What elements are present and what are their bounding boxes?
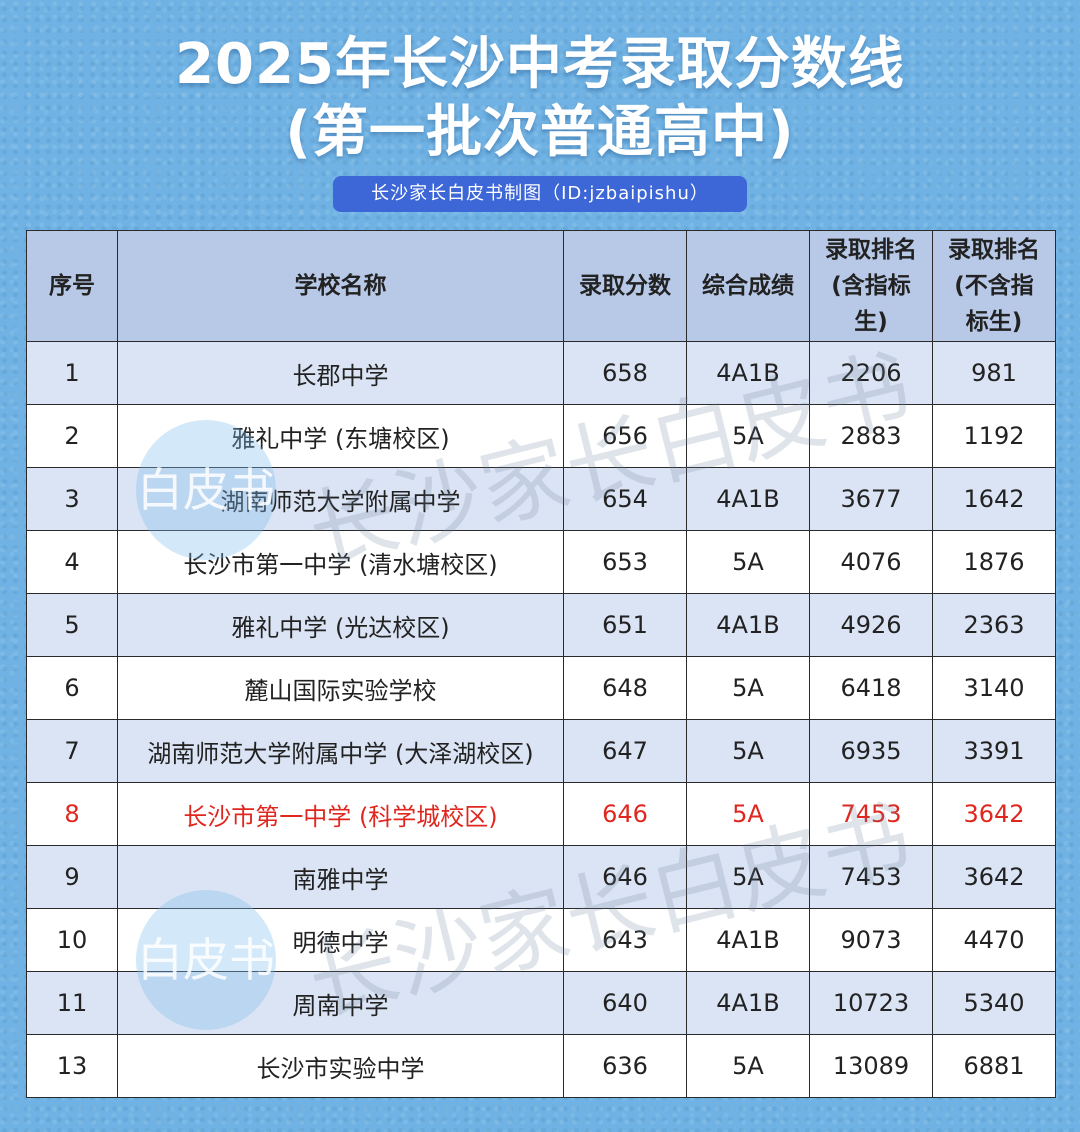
table-cell: 3140 <box>932 656 1056 720</box>
table-cell: 648 <box>563 656 687 720</box>
table-cell: 8 <box>26 782 118 846</box>
table-cell: 658 <box>563 341 687 405</box>
page-subtitle-heading: (第一批次普通高中) <box>285 100 795 165</box>
table-cell: 7453 <box>809 782 933 846</box>
table-cell: 长沙市第一中学 (清水塘校区) <box>117 530 564 594</box>
table-row: 4 长沙市第一中学 (清水塘校区) 653 5A 4076 1876 <box>26 530 1056 594</box>
table-cell: 651 <box>563 593 687 657</box>
table-cell: 雅礼中学 (光达校区) <box>117 593 564 657</box>
column-header: 综合成绩 <box>686 230 810 342</box>
table-cell: 9 <box>26 845 118 909</box>
table-cell: 3642 <box>932 782 1056 846</box>
table-cell: 湖南师范大学附属中学 <box>117 467 564 531</box>
table-cell: 5A <box>686 1034 810 1098</box>
table-cell: 4A1B <box>686 593 810 657</box>
table-cell: 640 <box>563 971 687 1035</box>
table-cell: 4A1B <box>686 341 810 405</box>
table-cell: 5A <box>686 530 810 594</box>
table-row: 5 雅礼中学 (光达校区) 651 4A1B 4926 2363 <box>26 593 1056 657</box>
table-row: 6 麓山国际实验学校 648 5A 6418 3140 <box>26 656 1056 720</box>
table-cell: 2883 <box>809 404 933 468</box>
table-cell: 5340 <box>932 971 1056 1035</box>
table-cell: 11 <box>26 971 118 1035</box>
page-title: 2025年长沙中考录取分数线 <box>175 32 905 97</box>
table-cell: 10 <box>26 908 118 972</box>
table-row: 9 南雅中学 646 5A 7453 3642 <box>26 845 1056 909</box>
table-cell: 4 <box>26 530 118 594</box>
table-row: 3 湖南师范大学附属中学 654 4A1B 3677 1642 <box>26 467 1056 531</box>
table-cell: 4A1B <box>686 467 810 531</box>
table-cell: 7 <box>26 719 118 783</box>
table-cell: 7453 <box>809 845 933 909</box>
table-cell: 4076 <box>809 530 933 594</box>
table-cell: 6935 <box>809 719 933 783</box>
table-cell: 5 <box>26 593 118 657</box>
table-cell: 653 <box>563 530 687 594</box>
table-cell: 3 <box>26 467 118 531</box>
table-row: 8 长沙市第一中学 (科学城校区) 646 5A 7453 3642 <box>26 782 1056 846</box>
table-row: 11 周南中学 640 4A1B 10723 5340 <box>26 971 1056 1035</box>
table-row: 7 湖南师范大学附属中学 (大泽湖校区) 647 5A 6935 3391 <box>26 719 1056 783</box>
table-cell: 雅礼中学 (东塘校区) <box>117 404 564 468</box>
table-cell: 636 <box>563 1034 687 1098</box>
table-cell: 646 <box>563 782 687 846</box>
table-body: 1 长郡中学 658 4A1B 2206 981 2 雅礼中学 (东塘校区) 656 5A 2883… <box>26 341 1056 1098</box>
table-cell: 2363 <box>932 593 1056 657</box>
table-row: 2 雅礼中学 (东塘校区) 656 5A 2883 1192 <box>26 404 1056 468</box>
table-cell: 654 <box>563 467 687 531</box>
table-cell: 1192 <box>932 404 1056 468</box>
table-cell: 2 <box>26 404 118 468</box>
table-cell: 1 <box>26 341 118 405</box>
table-cell: 5A <box>686 782 810 846</box>
column-header: 学校名称 <box>117 230 564 342</box>
table-cell: 4926 <box>809 593 933 657</box>
table-cell: 3642 <box>932 845 1056 909</box>
table-header-row: 序号 学校名称 录取分数 综合成绩 录取排名 (含指标 生) 录取排名 (不含指 标生) <box>26 230 1056 342</box>
table-cell: 647 <box>563 719 687 783</box>
table-cell: 646 <box>563 845 687 909</box>
table-cell: 9073 <box>809 908 933 972</box>
credit-badge: 长沙家长白皮书制图（ID:jzbaipishu） <box>333 176 747 212</box>
table-row: 1 长郡中学 658 4A1B 2206 981 <box>26 341 1056 405</box>
table-cell: 麓山国际实验学校 <box>117 656 564 720</box>
table-row: 13 长沙市实验中学 636 5A 13089 6881 <box>26 1034 1056 1098</box>
table-cell: 6881 <box>932 1034 1056 1098</box>
admission-score-table: 序号 学校名称 录取分数 综合成绩 录取排名 (含指标 生) 录取排名 (不含指 标生) 1 长郡中… <box>26 230 1056 1098</box>
table-cell: 13 <box>26 1034 118 1098</box>
table-row: 10 明德中学 643 4A1B 9073 4470 <box>26 908 1056 972</box>
table-cell: 长沙市第一中学 (科学城校区) <box>117 782 564 846</box>
table-cell: 13089 <box>809 1034 933 1098</box>
table-cell: 5A <box>686 719 810 783</box>
table-cell: 3677 <box>809 467 933 531</box>
column-header: 录取排名 (不含指 标生) <box>932 230 1056 342</box>
column-header: 录取排名 (含指标 生) <box>809 230 933 342</box>
table-cell: 4A1B <box>686 908 810 972</box>
table-cell: 5A <box>686 845 810 909</box>
table-cell: 长沙市实验中学 <box>117 1034 564 1098</box>
table-cell: 981 <box>932 341 1056 405</box>
table-cell: 南雅中学 <box>117 845 564 909</box>
table-cell: 5A <box>686 404 810 468</box>
table-cell: 周南中学 <box>117 971 564 1035</box>
table-cell: 5A <box>686 656 810 720</box>
table-cell: 2206 <box>809 341 933 405</box>
table-cell: 1642 <box>932 467 1056 531</box>
table-cell: 10723 <box>809 971 933 1035</box>
table-cell: 明德中学 <box>117 908 564 972</box>
table-cell: 湖南师范大学附属中学 (大泽湖校区) <box>117 719 564 783</box>
table-cell: 6418 <box>809 656 933 720</box>
table-cell: 643 <box>563 908 687 972</box>
table-cell: 长郡中学 <box>117 341 564 405</box>
table-cell: 3391 <box>932 719 1056 783</box>
table-cell: 656 <box>563 404 687 468</box>
column-header: 序号 <box>26 230 118 342</box>
table-cell: 1876 <box>932 530 1056 594</box>
column-header: 录取分数 <box>563 230 687 342</box>
table-cell: 4A1B <box>686 971 810 1035</box>
table-cell: 4470 <box>932 908 1056 972</box>
table-cell: 6 <box>26 656 118 720</box>
